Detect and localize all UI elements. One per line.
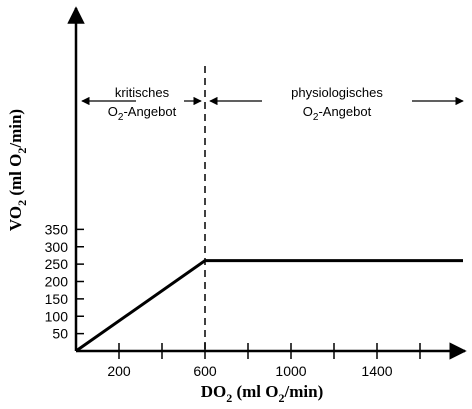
annotation-physio-line1: physiologisches xyxy=(291,85,383,100)
x-tick-label: 1400 xyxy=(361,363,392,379)
y-axis-title: VO2 (ml O2/min) xyxy=(6,109,29,231)
y-tick-label: 350 xyxy=(45,221,69,237)
y-tick-label: 100 xyxy=(45,308,69,324)
y-tick-label: 200 xyxy=(45,274,69,290)
annotation-physiologisch: physiologisches O2-Angebot xyxy=(291,85,383,123)
axes xyxy=(67,6,467,360)
y-tick-label: 300 xyxy=(45,239,69,255)
y-tick-label: 50 xyxy=(52,326,68,342)
y-tick-label: 150 xyxy=(45,291,69,307)
x-tick-label: 200 xyxy=(107,363,131,379)
annotation-physio-line2: O2-Angebot xyxy=(303,104,372,123)
x-axis-title: DO2 (ml O2/min) xyxy=(201,382,324,405)
annotation-kritisch: kritisches O2-Angebot xyxy=(108,85,177,123)
x-ticks: 200 600 1000 1400 xyxy=(107,343,421,379)
series-line xyxy=(75,259,463,353)
annotation-kritisch-line2: O2-Angebot xyxy=(108,104,177,123)
annotation-kritisch-line1: kritisches xyxy=(115,85,170,100)
y-tick-label: 250 xyxy=(45,256,69,272)
x-tick-label: 1000 xyxy=(275,363,306,379)
x-tick-label: 600 xyxy=(193,363,217,379)
